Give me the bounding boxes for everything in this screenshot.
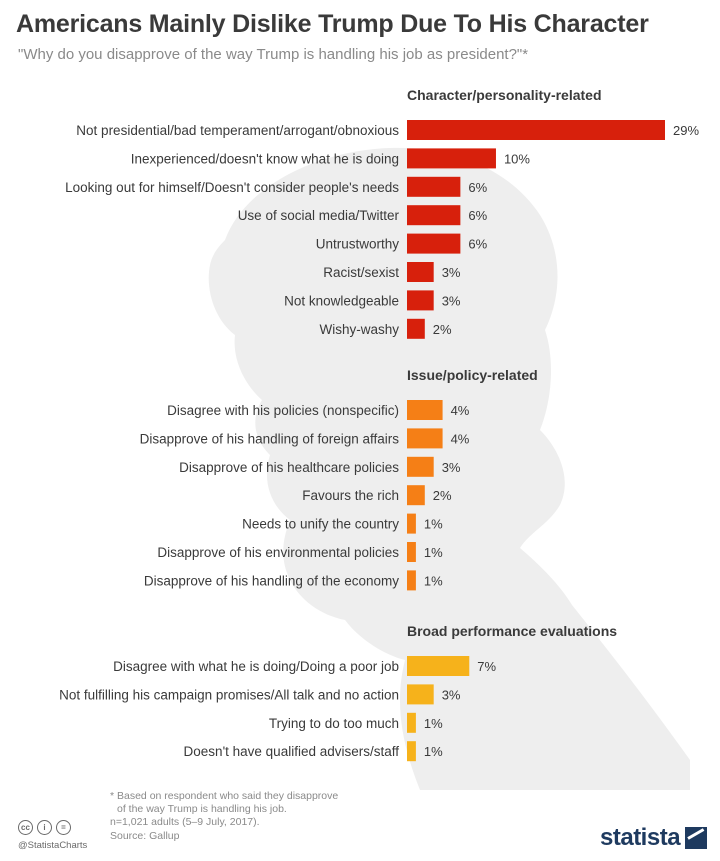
bar-issue-policy-related-6 xyxy=(407,570,416,591)
category-label-inexperienced-doesn-t-know-what-he-is-doing: Inexperienced/doesn't know what he is do… xyxy=(131,151,399,166)
bar-issue-policy-related-1 xyxy=(407,428,443,449)
footnote: * Based on respondent who said they disa… xyxy=(110,790,338,843)
no-derivatives-icon: = xyxy=(56,820,71,835)
value-label-issue-policy-related-3: 2% xyxy=(433,488,452,503)
value-label-broad-performance-evaluations-0: 7% xyxy=(477,659,496,674)
category-label-trying-to-do-too-much: Trying to do too much xyxy=(269,716,399,731)
category-label-use-of-social-media-twitter: Use of social media/Twitter xyxy=(238,208,400,223)
bar-character-personality-related-1 xyxy=(407,148,496,169)
bar-character-personality-related-2 xyxy=(407,176,461,197)
chart-title: Americans Mainly Dislike Trump Due To Hi… xyxy=(16,10,649,38)
value-label-issue-policy-related-2: 3% xyxy=(442,460,461,475)
bar-issue-policy-related-3 xyxy=(407,485,425,506)
category-label-wishy-washy: Wishy-washy xyxy=(319,322,399,337)
category-label-not-knowledgeable: Not knowledgeable xyxy=(284,293,399,308)
category-label-disapprove-of-his-handling-of-the-economy: Disapprove of his handling of the econom… xyxy=(144,573,399,588)
category-label-favours-the-rich: Favours the rich xyxy=(302,488,399,503)
bar-character-personality-related-7 xyxy=(407,318,425,339)
group-header-issue-policy-related: Issue/policy-related xyxy=(407,367,538,383)
bar-broad-performance-evaluations-3 xyxy=(407,741,416,762)
category-label-needs-to-unify-the-country: Needs to unify the country xyxy=(242,517,399,532)
footnote-source: Source: Gallup xyxy=(110,830,180,842)
attribution-icon: i xyxy=(37,820,52,835)
category-label-looking-out-for-himself-doesn-t-consider-people-s-needs: Looking out for himself/Doesn't consider… xyxy=(65,180,399,195)
value-label-character-personality-related-0: 29% xyxy=(673,123,699,138)
footnote-line-1: * Based on respondent who said they disa… xyxy=(110,790,339,802)
value-label-issue-policy-related-0: 4% xyxy=(451,403,470,418)
category-label-untrustworthy: Untrustworthy xyxy=(316,237,400,252)
bar-character-personality-related-3 xyxy=(407,205,461,226)
brand-name: statista xyxy=(600,824,681,851)
category-label-disapprove-of-his-handling-of-foreign-affairs: Disapprove of his handling of foreign af… xyxy=(140,431,400,446)
value-label-character-personality-related-2: 6% xyxy=(468,180,487,195)
bar-character-personality-related-0 xyxy=(407,120,665,140)
value-label-character-personality-related-5: 3% xyxy=(442,265,461,280)
bar-broad-performance-evaluations-0 xyxy=(407,656,470,676)
footnote-line-2: of the way Trump is handling his job. xyxy=(117,803,287,815)
creative-commons-icon: cc xyxy=(18,820,33,835)
group-header-character-personality-related: Character/personality-related xyxy=(407,87,602,103)
value-label-character-personality-related-7: 2% xyxy=(433,322,452,337)
value-label-issue-policy-related-5: 1% xyxy=(424,545,443,560)
bar-character-personality-related-6 xyxy=(407,290,434,311)
category-label-not-fulfilling-his-campaign-promises-all-talk-and-no-action: Not fulfilling his campaign promises/All… xyxy=(59,687,399,702)
category-label-disagree-with-his-policies-nonspecific: Disagree with his policies (nonspecific) xyxy=(167,403,399,418)
value-label-character-personality-related-1: 10% xyxy=(504,151,530,166)
chart-subtitle: "Why do you disapprove of the way Trump … xyxy=(18,46,529,63)
category-label-racist-sexist: Racist/sexist xyxy=(323,265,399,280)
statista-logo: statista xyxy=(600,824,708,852)
bar-character-personality-related-4 xyxy=(407,233,461,254)
statista-mark-icon xyxy=(685,827,708,849)
category-label-not-presidential-bad-temperament-arrogant-obnoxious: Not presidential/bad temperament/arrogan… xyxy=(76,123,399,138)
group-header-broad-performance-evaluations: Broad performance evaluations xyxy=(407,623,617,639)
category-label-disapprove-of-his-environmental-policies: Disapprove of his environmental policies xyxy=(157,545,399,560)
value-label-broad-performance-evaluations-1: 3% xyxy=(442,687,461,702)
value-label-issue-policy-related-4: 1% xyxy=(424,517,443,532)
value-label-issue-policy-related-1: 4% xyxy=(451,431,470,446)
bar-issue-policy-related-4 xyxy=(407,513,416,534)
category-label-disapprove-of-his-healthcare-policies: Disapprove of his healthcare policies xyxy=(179,460,399,475)
silhouette-shape xyxy=(208,147,690,790)
value-label-broad-performance-evaluations-2: 1% xyxy=(424,716,443,731)
value-label-character-personality-related-6: 3% xyxy=(442,293,461,308)
bar-issue-policy-related-0 xyxy=(407,400,443,420)
bar-character-personality-related-5 xyxy=(407,262,434,282)
bar-issue-policy-related-2 xyxy=(407,456,434,477)
bar-issue-policy-related-5 xyxy=(407,542,416,562)
footnote-sample: n=1,021 adults (5–9 July, 2017). xyxy=(110,816,260,828)
value-label-character-personality-related-4: 6% xyxy=(468,237,487,252)
social-handle: @StatistaCharts xyxy=(18,840,88,851)
value-label-character-personality-related-3: 6% xyxy=(468,208,487,223)
value-label-broad-performance-evaluations-3: 1% xyxy=(424,744,443,759)
license-icons: cc i = xyxy=(18,820,71,835)
bar-broad-performance-evaluations-1 xyxy=(407,684,434,705)
category-label-disagree-with-what-he-is-doing-doing-a-poor-job: Disagree with what he is doing/Doing a p… xyxy=(113,659,399,674)
value-label-issue-policy-related-6: 1% xyxy=(424,573,443,588)
bar-broad-performance-evaluations-2 xyxy=(407,712,416,733)
category-label-doesn-t-have-qualified-advisers-staff: Doesn't have qualified advisers/staff xyxy=(184,744,400,759)
